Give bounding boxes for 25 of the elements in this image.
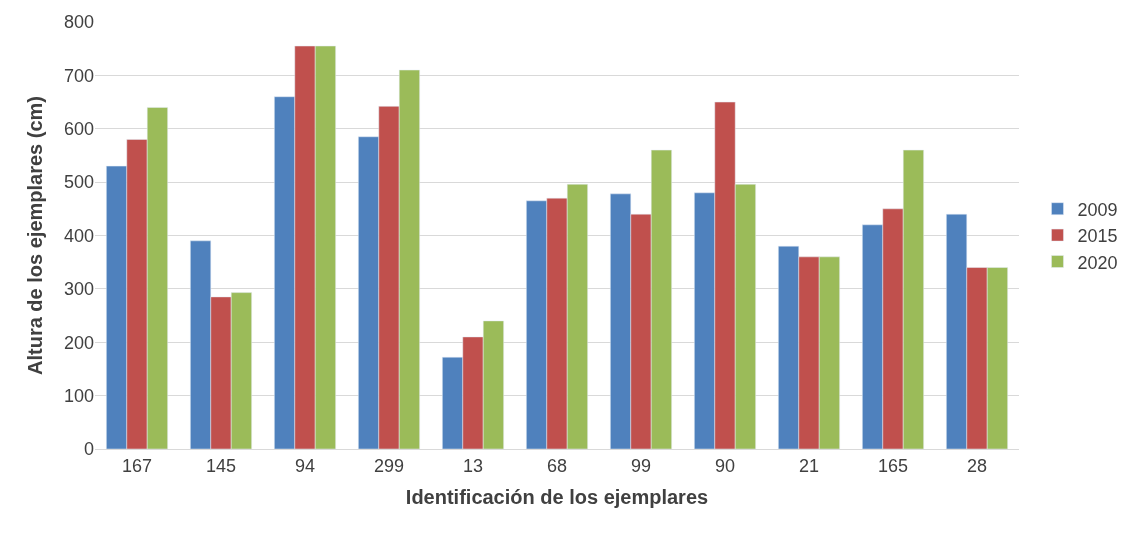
x-tick-label: 145 <box>205 455 237 476</box>
legend-label: 2015 <box>1077 226 1118 247</box>
y-tick-label: 200 <box>63 332 94 353</box>
x-tick-label: 68 <box>546 455 568 476</box>
y-tick-label: 400 <box>63 225 94 246</box>
y-tick-label: 700 <box>63 65 94 86</box>
y-axis-title: Altura de los ejemplares (cm) <box>24 96 47 375</box>
y-tick-label: 100 <box>63 385 94 406</box>
x-tick-label: 21 <box>798 455 820 476</box>
x-tick-label: 167 <box>121 455 153 476</box>
y-tick-label: 0 <box>83 439 94 460</box>
legend-label: 2009 <box>1077 199 1118 220</box>
x-axis-title: Identificación de los ejemplares <box>405 486 709 509</box>
x-tick-label: 13 <box>462 455 484 476</box>
x-tick-label: 28 <box>966 455 988 476</box>
y-tick-label: 300 <box>63 279 94 300</box>
x-tick-label: 90 <box>714 455 736 476</box>
x-tick-label: 165 <box>877 455 909 476</box>
x-tick-label: 299 <box>373 455 405 476</box>
x-tick-label: 99 <box>630 455 652 476</box>
y-tick-label: 500 <box>63 172 94 193</box>
legend-label: 2020 <box>1077 252 1118 273</box>
x-tick-label: 94 <box>294 455 316 476</box>
y-tick-label: 600 <box>63 119 94 140</box>
y-tick-label: 800 <box>63 12 94 33</box>
